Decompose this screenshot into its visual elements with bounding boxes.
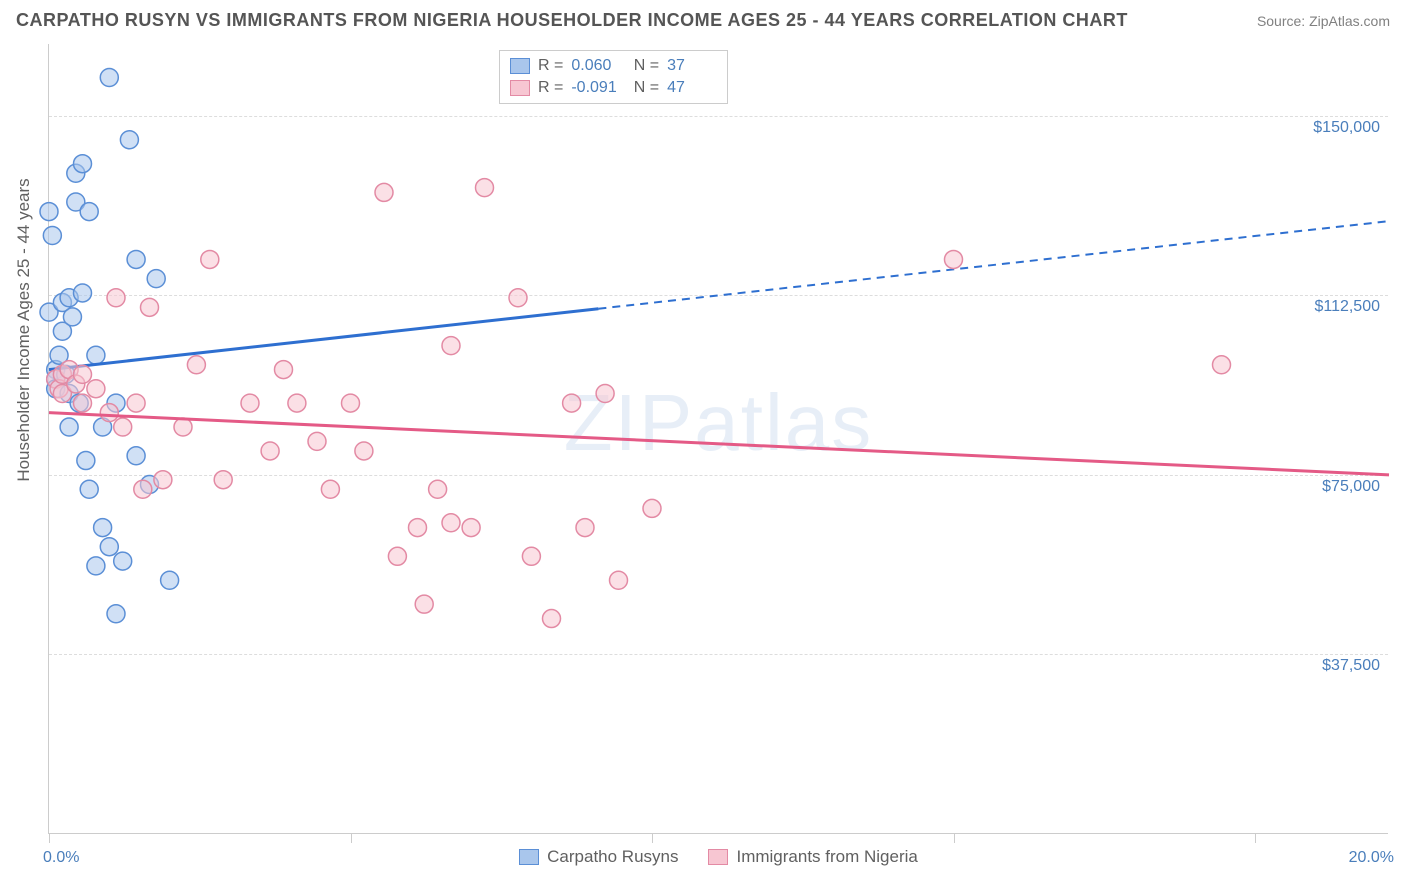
- data-point: [476, 179, 494, 197]
- data-point: [576, 519, 594, 537]
- legend-swatch: [519, 849, 539, 865]
- x-tick: [351, 833, 352, 843]
- source-label: Source: ZipAtlas.com: [1257, 13, 1390, 29]
- n-value: 47: [667, 79, 717, 97]
- stats-legend-box: R = 0.060 N = 37 R = -0.091 N = 47: [499, 50, 728, 104]
- n-label: N =: [629, 57, 659, 75]
- data-point: [522, 547, 540, 565]
- bottom-legend: Carpatho Rusyns Immigrants from Nigeria: [49, 847, 1388, 867]
- data-point: [100, 404, 118, 422]
- data-point: [74, 365, 92, 383]
- r-value: 0.060: [571, 57, 621, 75]
- data-point: [643, 499, 661, 517]
- data-point: [187, 356, 205, 374]
- chart-title: CARPATHO RUSYN VS IMMIGRANTS FROM NIGERI…: [16, 10, 1128, 31]
- data-point: [161, 571, 179, 589]
- data-point: [563, 394, 581, 412]
- data-point: [174, 418, 192, 436]
- n-value: 37: [667, 57, 717, 75]
- data-point: [375, 183, 393, 201]
- series-swatch: [510, 80, 530, 96]
- data-point: [1213, 356, 1231, 374]
- data-point: [80, 480, 98, 498]
- data-point: [43, 227, 61, 245]
- data-point: [308, 432, 326, 450]
- data-point: [134, 480, 152, 498]
- trend-line-solid: [49, 413, 1389, 475]
- y-axis-title: Householder Income Ages 25 - 44 years: [14, 178, 34, 481]
- data-point: [442, 514, 460, 532]
- n-label: N =: [629, 79, 659, 97]
- trend-line-solid: [49, 309, 598, 370]
- data-point: [74, 284, 92, 302]
- data-point: [355, 442, 373, 460]
- legend-swatch: [708, 849, 728, 865]
- r-value: -0.091: [571, 79, 621, 97]
- data-point: [87, 380, 105, 398]
- r-label: R =: [538, 57, 563, 75]
- data-point: [429, 480, 447, 498]
- x-tick: [1255, 833, 1256, 843]
- data-point: [114, 552, 132, 570]
- data-point: [107, 289, 125, 307]
- r-label: R =: [538, 79, 563, 97]
- data-point: [100, 69, 118, 87]
- data-point: [261, 442, 279, 460]
- data-point: [114, 418, 132, 436]
- data-point: [342, 394, 360, 412]
- data-point: [80, 203, 98, 221]
- data-point: [74, 155, 92, 173]
- stats-row: R = 0.060 N = 37: [510, 55, 717, 77]
- data-point: [214, 471, 232, 489]
- data-point: [94, 519, 112, 537]
- data-point: [388, 547, 406, 565]
- data-point: [442, 337, 460, 355]
- data-point: [596, 385, 614, 403]
- data-point: [241, 394, 259, 412]
- data-point: [120, 131, 138, 149]
- legend-item: Immigrants from Nigeria: [708, 847, 917, 867]
- chart-plot-area: ZIPatlas $37,500$75,000$112,500$150,000 …: [48, 44, 1388, 834]
- data-point: [409, 519, 427, 537]
- data-point: [74, 394, 92, 412]
- data-point: [77, 452, 95, 470]
- x-tick: [652, 833, 653, 843]
- x-tick: [49, 833, 50, 843]
- data-point: [945, 250, 963, 268]
- data-point: [107, 605, 125, 623]
- series-swatch: [510, 58, 530, 74]
- data-point: [127, 250, 145, 268]
- data-point: [127, 394, 145, 412]
- data-point: [63, 308, 81, 326]
- data-point: [321, 480, 339, 498]
- data-point: [100, 538, 118, 556]
- data-point: [415, 595, 433, 613]
- stats-row: R = -0.091 N = 47: [510, 77, 717, 99]
- legend-label: Carpatho Rusyns: [547, 847, 678, 867]
- data-point: [275, 361, 293, 379]
- data-point: [543, 610, 561, 628]
- data-point: [141, 298, 159, 316]
- data-point: [610, 571, 628, 589]
- data-point: [127, 447, 145, 465]
- legend-item: Carpatho Rusyns: [519, 847, 678, 867]
- data-point: [60, 418, 78, 436]
- data-point: [462, 519, 480, 537]
- data-point: [87, 557, 105, 575]
- scatter-plot: [49, 44, 1388, 833]
- data-point: [201, 250, 219, 268]
- legend-label: Immigrants from Nigeria: [736, 847, 917, 867]
- data-point: [154, 471, 172, 489]
- data-point: [288, 394, 306, 412]
- data-point: [87, 346, 105, 364]
- data-point: [509, 289, 527, 307]
- data-point: [147, 270, 165, 288]
- x-tick: [954, 833, 955, 843]
- data-point: [40, 203, 58, 221]
- trend-line-dashed: [598, 221, 1389, 309]
